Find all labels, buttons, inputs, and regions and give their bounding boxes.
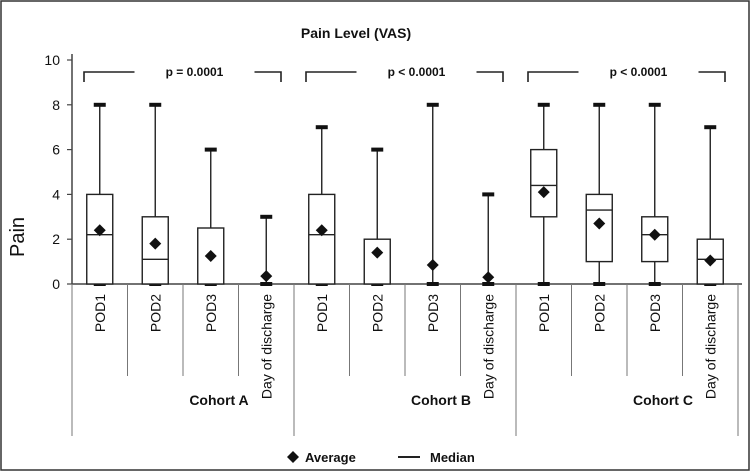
y-tick-label: 8: [52, 97, 60, 113]
significance-bracket: [305, 71, 357, 82]
category-label: POD2: [591, 294, 607, 332]
y-tick-label: 2: [52, 231, 60, 247]
significance-bracket: [254, 71, 282, 82]
group-label: Cohort C: [633, 392, 693, 408]
average-marker: [426, 258, 439, 271]
box-iqr: [530, 148, 558, 218]
average-marker: [648, 228, 661, 241]
group-label: Cohort B: [411, 392, 471, 408]
legend-median-label: Median: [430, 450, 475, 465]
plot-area: 0 2 4 6 8 10 POD1 POD2 POD3 Day of discharge Cohor…: [44, 52, 742, 436]
significance-bracket: [698, 71, 726, 82]
box-iqr: [86, 193, 114, 285]
category-label: Day of discharge: [258, 294, 274, 399]
p-value-label: p < 0.0001: [388, 65, 446, 79]
box-iqr: [308, 193, 336, 285]
category-label: POD3: [203, 294, 219, 332]
average-marker: [260, 270, 273, 283]
category-label: POD3: [647, 294, 663, 332]
average-marker: [371, 246, 384, 259]
box-iqr: [363, 238, 391, 285]
average-marker: [204, 250, 217, 262]
y-tick-label: 4: [52, 186, 60, 202]
y-tick-label: 6: [52, 142, 60, 158]
box-iqr: [141, 216, 169, 285]
group-label: Cohort A: [189, 392, 248, 408]
y-axis-label: Pain: [7, 217, 29, 257]
significance-bracket: [83, 71, 135, 82]
category-label: POD1: [92, 294, 108, 332]
p-value-label: p = 0.0001: [166, 65, 224, 79]
significance-bracket: [527, 71, 579, 82]
box-iqr: [641, 216, 669, 263]
y-tick-label: 0: [52, 276, 60, 292]
legend-average-label: Average: [305, 450, 356, 465]
average-marker: [593, 217, 606, 230]
category-label: POD1: [314, 294, 330, 332]
category-label: Day of discharge: [702, 294, 718, 399]
category-label: Day of discharge: [480, 294, 496, 399]
category-label: POD3: [425, 294, 441, 332]
chart-title: Pain Level (VAS): [301, 25, 411, 41]
average-marker: [537, 186, 550, 199]
category-label: POD2: [147, 294, 163, 332]
category-label: POD1: [536, 294, 552, 332]
category-label: POD2: [369, 294, 385, 332]
average-marker: [93, 224, 106, 237]
legend-average-diamond-icon: [287, 451, 299, 463]
significance-bracket: [476, 71, 504, 82]
box-iqr: [585, 193, 613, 263]
average-marker: [704, 254, 717, 267]
legend: Average Median: [287, 450, 475, 465]
average-marker: [149, 237, 162, 250]
average-marker: [315, 224, 328, 237]
average-marker: [482, 271, 495, 284]
y-tick-label: 10: [44, 52, 60, 68]
p-value-label: p < 0.0001: [610, 65, 668, 79]
